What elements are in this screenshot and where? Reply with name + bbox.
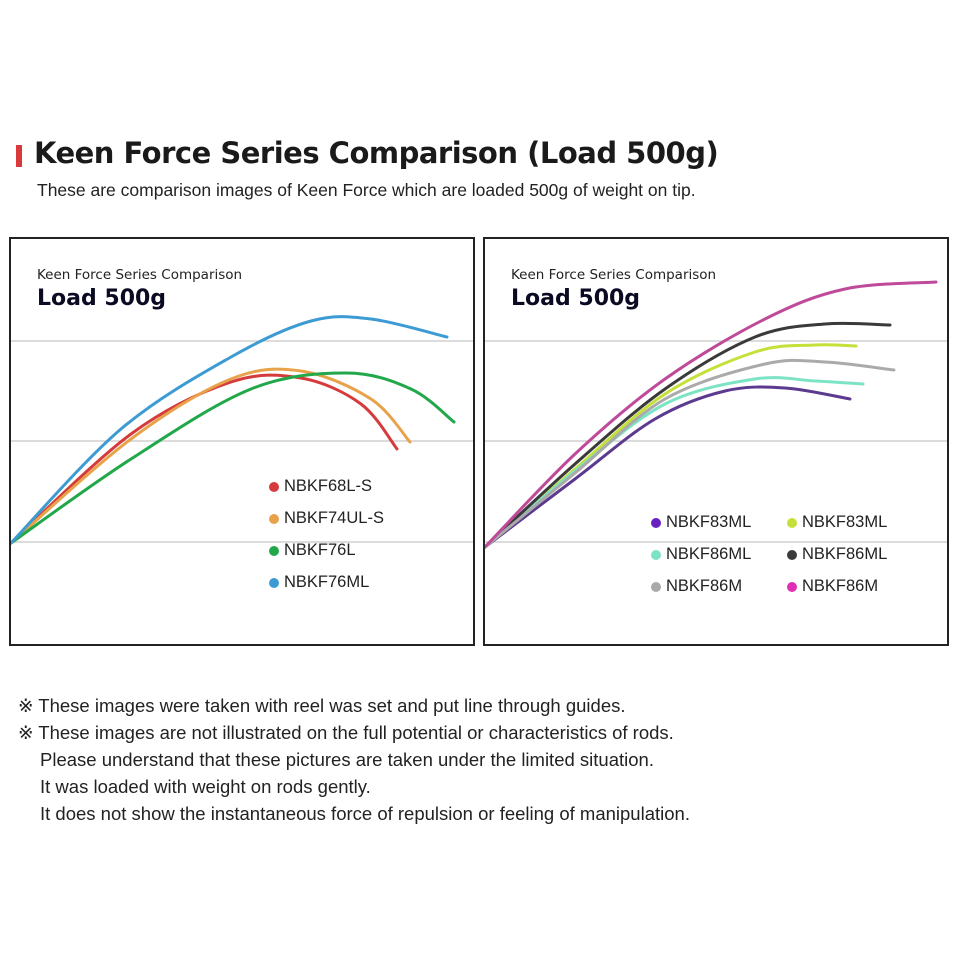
series-line-nbkf68l-s	[11, 373, 399, 545]
legend-label: NBKF83ML	[802, 513, 888, 531]
series-line-nbkf86ml	[485, 376, 865, 549]
legend-item: NBKF86ML	[787, 545, 887, 564]
page-title: Keen Force Series Comparison (Load 500g)	[34, 136, 719, 170]
legend-label: NBKF86ML	[802, 545, 888, 563]
chart-title: Load 500g	[37, 286, 167, 311]
legend-label: NBKF86M	[666, 577, 743, 595]
legend-label: NBKF68L-S	[284, 477, 373, 495]
legend-item: NBKF86M	[651, 577, 742, 596]
legend-dot-icon	[651, 581, 661, 592]
legend-dot-icon	[269, 513, 279, 524]
legend-item: NBKF83ML	[651, 513, 751, 532]
note: Please understand that these pictures ar…	[40, 749, 654, 770]
legend-label: NBKF86ML	[666, 545, 752, 563]
legend-label: NBKF74UL-S	[284, 509, 384, 527]
chart-title: Load 500g	[511, 286, 641, 311]
legend-dot-icon	[269, 545, 279, 556]
title-accent-bar	[16, 145, 22, 167]
series-line-nbkf86m	[485, 358, 896, 549]
note: It does not show the instantaneous force…	[40, 803, 690, 824]
legend-item: NBKF76L	[269, 541, 356, 560]
legend-label: NBKF76L	[284, 541, 356, 559]
legend-dot-icon	[787, 581, 797, 592]
chart-panel-right: Keen Force Series Comparison Load 500g N…	[483, 237, 949, 646]
legend-item: NBKF76ML	[269, 573, 369, 592]
legend-item: NBKF86M	[787, 577, 878, 596]
legend-dot-icon	[787, 517, 797, 528]
note: ※ These images are not illustrated on th…	[18, 722, 674, 743]
legend-dot-icon	[651, 549, 661, 560]
legend-label: NBKF86M	[802, 577, 879, 595]
note: ※ These images were taken with reel was …	[18, 695, 626, 716]
legend-item: NBKF74UL-S	[269, 509, 384, 528]
legend-item: NBKF68L-S	[269, 477, 372, 496]
legend-dot-icon	[787, 549, 797, 560]
chart-left-svg	[11, 315, 473, 545]
legend-item: NBKF86ML	[651, 545, 751, 564]
series-line-nbkf83ml	[485, 385, 852, 549]
chart-subtitle: Keen Force Series Comparison	[511, 267, 717, 283]
legend-dot-icon	[269, 577, 279, 588]
legend-item: NBKF83ML	[787, 513, 887, 532]
chart-right-svg	[485, 280, 947, 549]
series-line-nbkf74ul-s	[11, 367, 412, 545]
page-subtitle: These are comparison images of Keen Forc…	[37, 180, 696, 200]
notes: ※ These images were taken with reel was …	[18, 692, 690, 827]
chart-subtitle: Keen Force Series Comparison	[37, 267, 243, 283]
legend-dot-icon	[651, 517, 661, 528]
series-line-nbkf76ml	[11, 315, 449, 545]
series-line-nbkf86ml	[485, 321, 892, 549]
chart-panel-left: Keen Force Series Comparison Load 500g N…	[9, 237, 475, 646]
series-line-nbkf76l	[11, 371, 456, 545]
legend-label: NBKF83ML	[666, 513, 752, 531]
note: It was loaded with weight on rods gently…	[40, 776, 371, 797]
legend-dot-icon	[269, 481, 279, 492]
legend-label: NBKF76ML	[284, 573, 370, 591]
series-line-nbkf86m	[485, 280, 938, 549]
